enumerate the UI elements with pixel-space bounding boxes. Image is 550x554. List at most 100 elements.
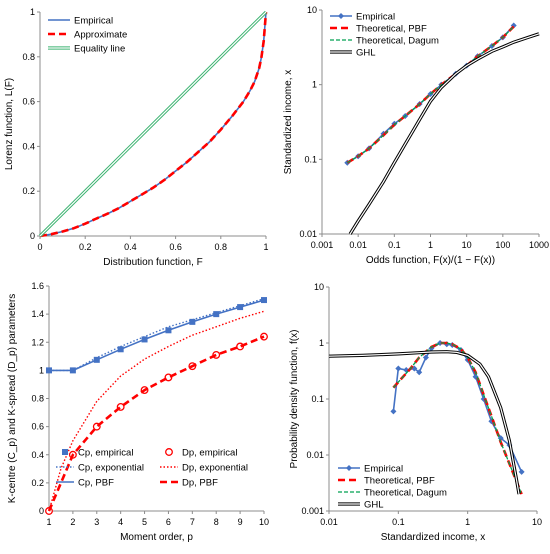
x-tick-label: 0 xyxy=(37,242,42,252)
legend-label: Theoretical, PBF xyxy=(356,24,427,35)
y-tick-label: 0.001 xyxy=(301,506,324,516)
x-tick-label: 2 xyxy=(70,517,75,527)
legend-label: Cp, exponential xyxy=(78,463,144,474)
x-tick-label: 100 xyxy=(495,240,510,250)
y-tick-label: 10 xyxy=(314,282,324,292)
y-tick-label: 1.4 xyxy=(31,309,44,319)
series-equality-line-line-inner xyxy=(39,11,267,237)
y-tick-label: 1 xyxy=(30,7,35,17)
legend-label: GHL xyxy=(364,500,384,511)
legend-label: Dp, exponential xyxy=(182,463,248,474)
x-tick-label: 0.2 xyxy=(79,242,92,252)
y-tick-label: 0.8 xyxy=(22,52,35,62)
x-axis-label: Standardized income, x xyxy=(381,532,486,543)
series-dp-pbf-line xyxy=(47,335,265,512)
y-tick-label: 1.6 xyxy=(31,281,44,291)
y-tick-label: 0.1 xyxy=(304,154,317,164)
y-tick-label: 0 xyxy=(39,506,44,516)
y-tick-label: 0.01 xyxy=(299,229,317,239)
series-cp-exponential-line xyxy=(49,298,265,372)
y-axis-label: K-centre (C_p) and K-spread (D_p) parame… xyxy=(7,294,18,504)
x-tick-label: 1 xyxy=(46,517,51,527)
legend: Empirical Approximate Equality line xyxy=(48,16,127,55)
series-empirical-line xyxy=(392,342,523,473)
legend-label: GHL xyxy=(356,48,376,59)
x-tick-label: 0.6 xyxy=(169,242,182,252)
x-tick-label: 10 xyxy=(532,517,542,527)
x-tick-label: 0.01 xyxy=(320,517,338,527)
y-tick-label: 0.1 xyxy=(311,394,324,404)
x-axis-label: Moment order, p xyxy=(120,532,193,543)
legend-label: Empirical xyxy=(356,12,395,23)
series-empirical-marker xyxy=(518,468,525,475)
x-tick-label: 1 xyxy=(263,242,268,252)
series-theoretical-dagum-line xyxy=(392,342,523,495)
x-tick-label: 1000 xyxy=(529,240,549,250)
legend-label: Theoretical, PBF xyxy=(364,476,435,487)
series-empirical-marker xyxy=(395,365,402,372)
legend: Cp, empirical Cp, exponential Cp, PBF Dp, e… xyxy=(56,448,248,489)
series-ghl-line-inner xyxy=(349,33,540,235)
legend-label: Empirical xyxy=(364,464,403,475)
x-tick-label: 1 xyxy=(428,240,433,250)
chart-panel-1: 0 0.2 0.4 0.6 0.8 1 0 0.2 0.4 0.6 0.8 1 Distribution… xyxy=(4,7,269,268)
y-tick-label: 1 xyxy=(312,80,317,90)
y-tick-label: 0.6 xyxy=(22,97,35,107)
y-tick-label: 0.4 xyxy=(22,141,35,151)
series-theoretical-pbf-line xyxy=(392,341,523,495)
series-empirical-marker xyxy=(390,408,397,415)
x-tick-label: 0.4 xyxy=(124,242,137,252)
y-tick-label: 1 xyxy=(319,338,324,348)
x-tick-label: 7 xyxy=(190,517,195,527)
legend-key-dp-empirical xyxy=(165,448,173,456)
series-ghl-line xyxy=(348,32,540,235)
y-tick-label: 0.6 xyxy=(31,422,44,432)
y-tick-label: 0 xyxy=(30,231,35,241)
series-cp-empirical-marker xyxy=(261,297,267,304)
chart-panel-3: 1 2 3 4 5 6 7 8 9 10 0 0.2 0.4 0.6 0.8 1 1.2 1.4 1.6 Moment… xyxy=(7,281,269,543)
legend-key-empirical-marker xyxy=(338,13,344,19)
y-tick-label: 0.4 xyxy=(31,450,44,460)
legend-key-cp-empirical xyxy=(62,449,68,455)
x-tick-label: 8 xyxy=(214,517,219,527)
legend-label: Approximate xyxy=(74,30,127,41)
x-tick-label: 1 xyxy=(465,517,470,527)
series-cp-pbf-line xyxy=(49,299,265,372)
x-tick-label: 10 xyxy=(462,240,472,250)
y-axis-label: Probability density function, f(x) xyxy=(289,330,300,469)
x-tick-label: 3 xyxy=(94,517,99,527)
series-dp-exponential-line xyxy=(48,310,265,512)
legend-key-empirical-marker xyxy=(346,465,352,471)
series-empirical-marker xyxy=(437,340,444,346)
series-ghl-line-inner xyxy=(328,351,520,495)
series-empirical-marker xyxy=(422,354,429,361)
legend-label: Equality line xyxy=(74,44,125,55)
x-axis-label: Distribution function, F xyxy=(103,257,203,268)
series-approximate-line xyxy=(39,11,268,238)
x-tick-label: 0.1 xyxy=(392,517,405,527)
x-tick-label: 0.001 xyxy=(311,240,334,250)
legend-label: Dp, empirical xyxy=(182,448,237,459)
y-tick-label: 10 xyxy=(307,5,317,15)
x-tick-label: 0.01 xyxy=(349,240,367,250)
series-empirical-marker xyxy=(416,369,423,376)
x-tick-label: 10 xyxy=(259,517,269,527)
x-tick-label: 0.8 xyxy=(215,242,228,252)
legend-label: Dp, PBF xyxy=(182,478,218,489)
y-tick-label: 1.2 xyxy=(31,337,44,347)
legend-label: Theoretical, Dagum xyxy=(364,488,447,499)
x-tick-label: 6 xyxy=(166,517,171,527)
legend-label: Cp, PBF xyxy=(78,478,114,489)
x-tick-label: 4 xyxy=(118,517,123,527)
legend-label: Theoretical, Dagum xyxy=(356,36,439,47)
x-tick-label: 9 xyxy=(238,517,243,527)
legend-label: Cp, empirical xyxy=(78,448,133,459)
y-axis-label: Standardized income, x xyxy=(283,70,294,175)
y-tick-label: 1 xyxy=(39,365,44,375)
y-tick-label: 0.2 xyxy=(22,186,35,196)
